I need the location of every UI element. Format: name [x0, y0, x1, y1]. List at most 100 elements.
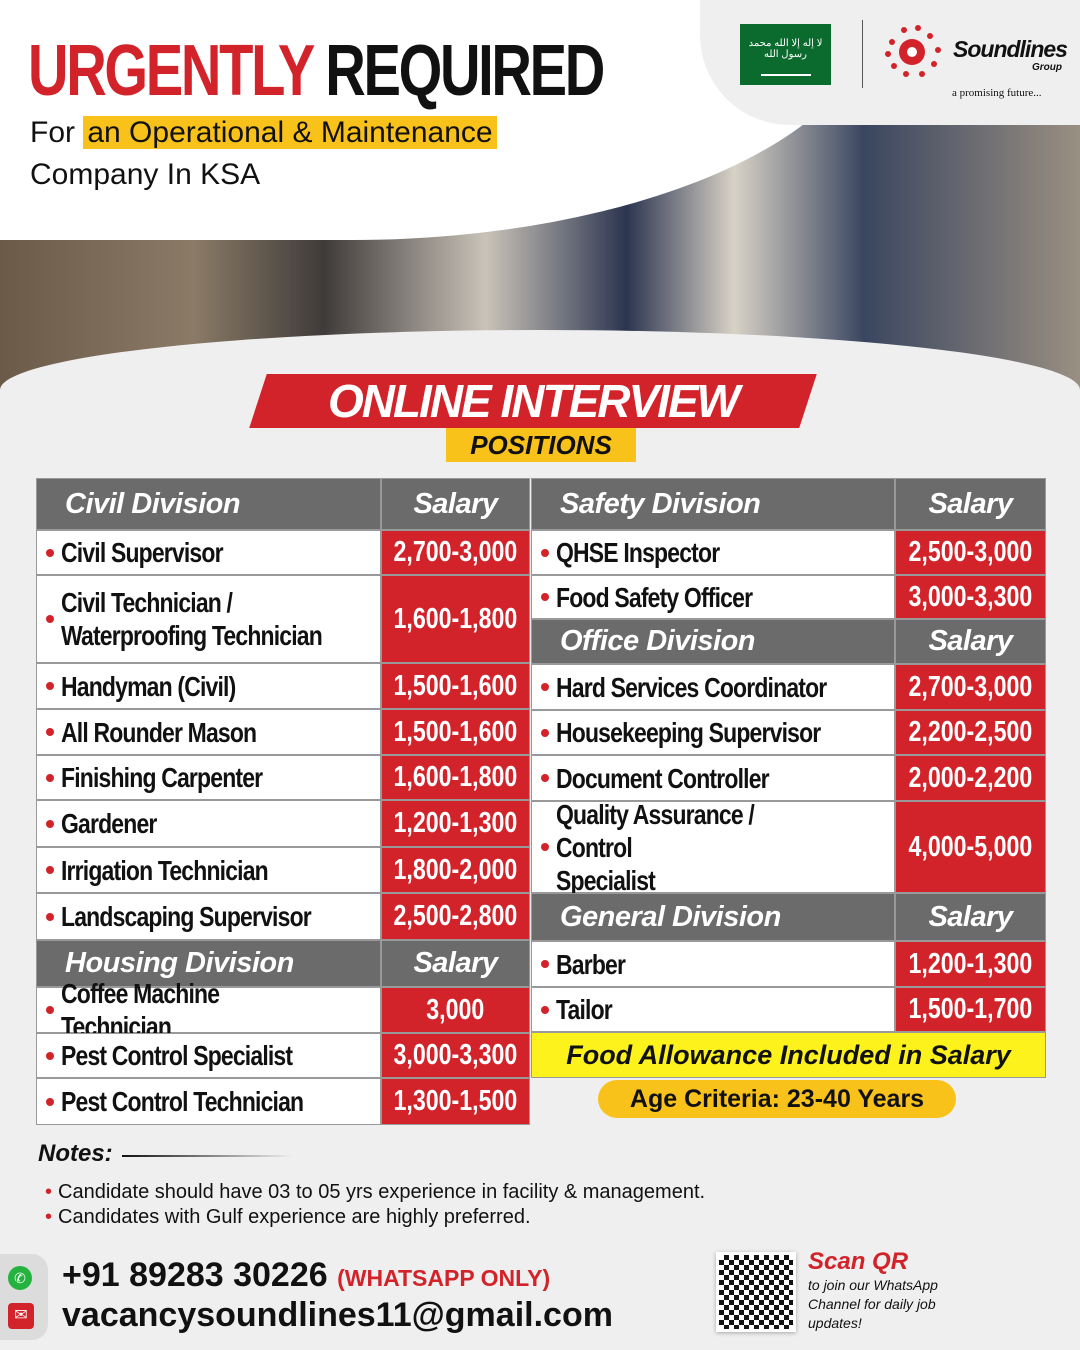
- salary-text: 2,500-2,800: [393, 900, 518, 932]
- qr-code[interactable]: [716, 1252, 796, 1332]
- position-name: Coffee Machine Technician: [36, 978, 381, 1042]
- headline-red: URGENTLY: [28, 31, 314, 111]
- salary-text: 1,200-1,300: [393, 807, 518, 839]
- bullet-icon: [541, 1005, 549, 1014]
- salary-value: 1,200-1,300: [381, 800, 530, 847]
- salary-text: 1,800-2,000: [393, 853, 518, 886]
- bullet-icon: [46, 912, 54, 921]
- bullet-icon: [46, 1006, 54, 1014]
- position-name-text: Irrigation Technician: [61, 854, 269, 886]
- position-name-text: Civil Technician / Waterproofing Technic…: [61, 587, 323, 651]
- positions-label: POSITIONS: [446, 428, 636, 462]
- position-name-text: Tailor: [556, 994, 613, 1025]
- bullet-icon: [541, 683, 549, 691]
- salary-value: 2,700-3,000: [895, 664, 1046, 710]
- division-header: General Division: [531, 893, 895, 941]
- division-header: Housing Division: [36, 940, 381, 987]
- position-name-text: Pest Control Specialist: [61, 1040, 293, 1071]
- division-header: Safety Division: [531, 478, 895, 530]
- salary-text: 1,200-1,300: [908, 947, 1033, 980]
- position-name: Irrigation Technician: [36, 847, 381, 893]
- age-criteria: Age Criteria: 23-40 Years: [598, 1080, 956, 1118]
- bullet-icon: [46, 1097, 54, 1106]
- phone-number[interactable]: +91 89283 30226 (WHATSAPP ONLY): [62, 1256, 550, 1295]
- position-name: Handyman (Civil): [36, 663, 381, 709]
- position-name-text: Quality Assurance / Control Specialist: [556, 798, 755, 896]
- brand-name: Soundlines: [953, 36, 1068, 62]
- food-allowance-note: Food Allowance Included in Salary: [531, 1032, 1046, 1078]
- whatsapp-only-note: (WHATSAPP ONLY): [337, 1265, 551, 1291]
- note-item: Candidates with Gulf experience are high…: [45, 1206, 530, 1229]
- bullet-icon: [541, 728, 549, 737]
- saudi-flag-icon: لا إله إلا الله محمد رسول الله: [740, 24, 831, 85]
- salary-header: Salary: [381, 940, 530, 987]
- bullet-icon: [46, 682, 54, 690]
- scan-qr-title: Scan QR: [808, 1248, 909, 1275]
- salary-header: Salary: [895, 619, 1046, 664]
- salary-value: 1,600-1,800: [381, 575, 530, 663]
- bullet-icon: [541, 548, 549, 557]
- mail-icon: ✉: [8, 1303, 34, 1329]
- salary-value: 1,300-1,500: [381, 1078, 530, 1125]
- position-name: Tailor: [531, 987, 895, 1032]
- salary-value: 1,600-1,800: [381, 755, 530, 800]
- flag-sword: [760, 74, 811, 76]
- position-name-text: Handyman (Civil): [61, 670, 236, 702]
- bullet-icon: [46, 1051, 54, 1060]
- position-name-text: Gardener: [61, 808, 157, 839]
- salary-value: 2,500-2,800: [381, 893, 530, 940]
- divider: [862, 20, 863, 88]
- position-name-text: Housekeeping Supervisor: [556, 717, 821, 748]
- salary-text: 1,500-1,600: [393, 669, 518, 702]
- salary-text: 2,200-2,500: [908, 716, 1033, 748]
- salary-text: 1,500-1,700: [908, 993, 1033, 1025]
- salary-text: 2,500-3,000: [908, 536, 1033, 568]
- position-name: Barber: [531, 941, 895, 987]
- salary-value: 1,800-2,000: [381, 847, 530, 893]
- salary-value: 1,200-1,300: [895, 941, 1046, 987]
- position-name-text: Civil Supervisor: [61, 537, 224, 568]
- salary-value: 3,000: [381, 987, 530, 1033]
- position-name: Landscaping Supervisor: [36, 893, 381, 940]
- salary-header: Salary: [895, 893, 1046, 941]
- phone-text: +91 89283 30226: [62, 1256, 328, 1294]
- division-header: Office Division: [531, 619, 895, 664]
- salary-text: 1,300-1,500: [393, 1085, 518, 1117]
- subtitle-line1: For an Operational & Maintenance: [30, 116, 497, 150]
- flag-text: لا إله إلا الله محمد رسول الله: [748, 38, 823, 60]
- salary-text: 1,600-1,800: [393, 602, 518, 635]
- bullet-icon: [46, 866, 54, 874]
- position-name-text: Pest Control Technician: [61, 1086, 304, 1117]
- position-name: Food Safety Officer: [531, 575, 895, 619]
- salary-value: 3,000-3,300: [895, 575, 1046, 619]
- position-name: Pest Control Technician: [36, 1078, 381, 1125]
- salary-value: 2,500-3,000: [895, 530, 1046, 575]
- position-name: Quality Assurance / Control Specialist: [531, 799, 895, 896]
- position-name-text: Finishing Carpenter: [61, 762, 263, 793]
- subtitle-line2: Company In KSA: [30, 158, 261, 191]
- division-header: Civil Division: [36, 478, 381, 530]
- bullet-icon: [46, 773, 54, 782]
- bullet-icon: [46, 615, 54, 623]
- salary-value: 2,200-2,500: [895, 710, 1046, 755]
- whatsapp-icon: ✆: [8, 1266, 32, 1290]
- position-name: Pest Control Specialist: [36, 1033, 381, 1078]
- position-name: Civil Technician / Waterproofing Technic…: [36, 575, 381, 663]
- headline: URGENTLY REQUIRED: [28, 30, 605, 112]
- subtitle-highlight: an Operational & Maintenance: [83, 116, 497, 149]
- email-link[interactable]: vacancysoundlines11@gmail.com: [62, 1296, 613, 1334]
- position-name: Finishing Carpenter: [36, 755, 381, 800]
- tagline: a promising future...: [952, 87, 1042, 99]
- salary-header: Salary: [895, 478, 1046, 530]
- bullet-icon: [541, 843, 549, 851]
- salary-value: 1,500-1,600: [381, 709, 530, 755]
- salary-header: Salary: [381, 478, 530, 530]
- salary-text: 1,600-1,800: [393, 761, 518, 793]
- bullet-icon: [541, 593, 549, 601]
- salary-text: 1,500-1,600: [393, 715, 518, 748]
- salary-text: 3,000-3,300: [393, 1039, 518, 1071]
- position-name-text: Document Controller: [556, 762, 770, 794]
- salary-value: 1,500-1,600: [381, 663, 530, 709]
- headline-black: REQUIRED: [325, 31, 605, 111]
- bullet-icon: [46, 819, 54, 828]
